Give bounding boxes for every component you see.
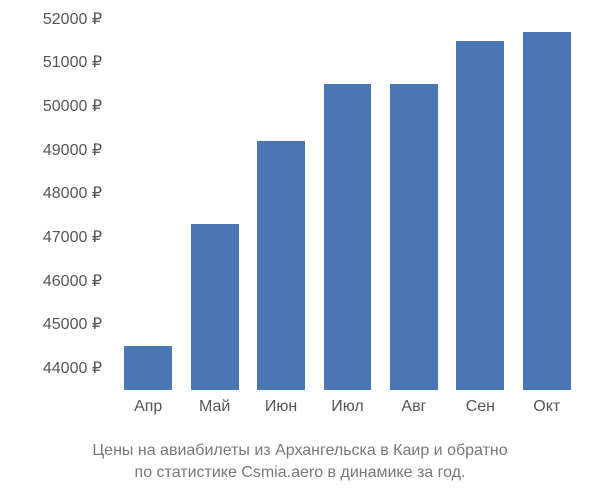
caption-line-1: Цены на авиабилеты из Архангельска в Каи…	[0, 440, 600, 462]
x-axis: Апр Май Июн Июл Авг Сен Окт	[115, 398, 580, 428]
x-tick-label: Июн	[265, 398, 297, 416]
x-tick-label: Сен	[466, 398, 495, 416]
caption-line-2: по статистике Csmia.aero в динамике за г…	[0, 462, 600, 484]
y-tick-label: 46000 ₽	[43, 271, 102, 291]
x-tick-label: Окт	[533, 398, 560, 416]
bar	[124, 346, 172, 390]
y-axis: 44000 ₽ 45000 ₽ 46000 ₽ 47000 ₽ 48000 ₽ 49000…	[20, 10, 110, 390]
y-tick-label: 51000 ₽	[43, 52, 102, 72]
y-tick-label: 48000 ₽	[43, 183, 102, 203]
bar	[257, 141, 305, 390]
x-tick-label: Май	[199, 398, 230, 416]
bar	[523, 32, 571, 390]
y-tick-label: 52000 ₽	[43, 9, 102, 29]
chart-caption: Цены на авиабилеты из Архангельска в Каи…	[0, 440, 600, 485]
bar	[456, 41, 504, 390]
y-tick-label: 45000 ₽	[43, 314, 102, 334]
bar	[324, 84, 372, 390]
bar	[191, 224, 239, 390]
x-tick-label: Июл	[331, 398, 363, 416]
y-tick-label: 50000 ₽	[43, 96, 102, 116]
x-tick-label: Апр	[134, 398, 162, 416]
y-tick-label: 44000 ₽	[43, 358, 102, 378]
y-tick-label: 47000 ₽	[43, 227, 102, 247]
price-chart: 44000 ₽ 45000 ₽ 46000 ₽ 47000 ₽ 48000 ₽ 49000…	[20, 10, 580, 430]
y-tick-label: 49000 ₽	[43, 140, 102, 160]
bar	[390, 84, 438, 390]
x-tick-label: Авг	[401, 398, 426, 416]
plot-area	[115, 10, 580, 390]
